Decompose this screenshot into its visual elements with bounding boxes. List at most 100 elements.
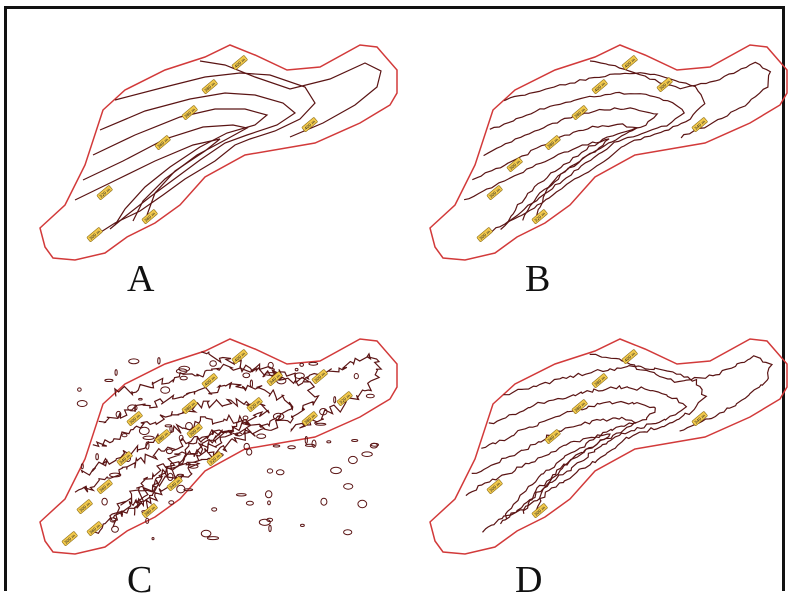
contour-blob xyxy=(169,425,173,432)
panel-label-d: D xyxy=(515,559,543,601)
contour-blob xyxy=(128,358,140,365)
contour-blob xyxy=(80,463,84,470)
contour-line-3 xyxy=(92,397,270,522)
elevation-label: 300 m xyxy=(486,479,503,494)
contour-blob xyxy=(299,362,305,367)
elevation-label: 400 m xyxy=(231,349,248,364)
contour-blob xyxy=(111,525,119,533)
contour-blob xyxy=(353,373,359,380)
contour-blob xyxy=(167,472,174,481)
panel-label-b: B xyxy=(525,258,551,300)
contour-blob xyxy=(187,464,199,469)
contour-line-1 xyxy=(482,364,708,533)
elevation-label: 380 m xyxy=(181,105,198,120)
contour-blob xyxy=(272,444,281,448)
map-panel-c: 400 m 400 m 380 m 380 m 380 m 380 m 360 m 360 m… xyxy=(15,309,405,601)
contour-blob xyxy=(343,529,353,536)
elevation-label: 300 m xyxy=(476,227,493,242)
contour-line-6 xyxy=(589,60,772,139)
contour-blob xyxy=(115,410,122,418)
contour-blob xyxy=(138,397,143,401)
contour-blob xyxy=(109,517,117,523)
elevation-label: 360 m xyxy=(141,209,158,224)
contour-blob xyxy=(266,468,274,474)
contour-blob xyxy=(145,441,150,450)
contour-blob xyxy=(178,434,184,442)
contour-blob xyxy=(300,523,305,527)
map-panel-d: 400 m 380 m 380 m 360 m 340 m 300 m 300 m D xyxy=(405,309,794,601)
contour-blob xyxy=(320,497,328,506)
contour-blob xyxy=(256,433,267,439)
contour-line-2 xyxy=(489,91,686,230)
contour-blob xyxy=(242,372,251,379)
contour-blob xyxy=(351,439,359,442)
contour-blob xyxy=(343,483,354,490)
contour-blob xyxy=(304,443,316,447)
elevation-label: 300 m xyxy=(61,531,78,546)
contour-blob xyxy=(330,466,342,475)
catchment-outline xyxy=(429,44,788,261)
contour-line-6 xyxy=(199,60,382,138)
contour-line-6 xyxy=(200,351,383,433)
contour-blob xyxy=(235,493,247,497)
elevation-label: 400 m xyxy=(621,349,638,364)
elevation-label: 380 m xyxy=(201,79,218,94)
contour-line-1 xyxy=(89,362,320,535)
contour-line-5 xyxy=(74,428,224,513)
contour-blob xyxy=(142,435,155,441)
contour-blob xyxy=(200,529,212,538)
contour-blob xyxy=(160,386,171,394)
contour-blob xyxy=(104,378,114,383)
contour-line-1 xyxy=(482,72,706,239)
contour-line-2 xyxy=(99,92,297,230)
panel-label-c: C xyxy=(127,559,153,601)
contour-blob xyxy=(268,524,272,533)
contour-blob xyxy=(357,499,368,509)
contour-blob xyxy=(138,426,150,436)
contour-blob xyxy=(315,422,327,426)
contour-line-1 xyxy=(92,72,316,238)
contour-blob xyxy=(267,361,274,369)
contour-blob xyxy=(168,500,175,505)
catchment-outline xyxy=(429,338,788,555)
contour-blob xyxy=(365,393,375,399)
catchment-outline xyxy=(39,44,398,261)
elevation-label: 300 m xyxy=(486,185,503,200)
contour-line-5 xyxy=(74,138,221,216)
elevation-label: 380 m xyxy=(591,373,608,388)
contour-blob xyxy=(287,445,296,450)
contour-blob xyxy=(246,448,253,456)
contour-blob xyxy=(311,439,317,448)
contour-line-3 xyxy=(481,400,656,519)
contour-blob xyxy=(258,518,271,526)
contour-blob xyxy=(185,422,193,431)
contour-blob xyxy=(127,404,138,412)
contour-blob xyxy=(308,361,319,366)
elevation-label: 300 m xyxy=(86,227,103,242)
elevation-label: 400 m xyxy=(231,55,248,70)
contour-blob xyxy=(206,536,220,541)
contour-blob xyxy=(245,500,254,506)
contour-blob xyxy=(101,497,108,506)
figure-frame: 400 m 380 m 380 m 360 m 400 m 360 m 320 m 300 m… xyxy=(4,6,788,599)
elevation-label: 320 m xyxy=(531,209,548,224)
contour-blob xyxy=(348,455,358,465)
contour-blob xyxy=(151,537,155,541)
contour-blob xyxy=(175,368,188,375)
contour-line-4 xyxy=(472,123,640,221)
contour-blob xyxy=(209,360,217,367)
contour-blob xyxy=(179,375,188,381)
contour-blob xyxy=(326,440,332,444)
contour-line-3 xyxy=(92,108,269,226)
contour-blob xyxy=(234,432,243,437)
elevation-label: 400 m xyxy=(301,117,318,132)
contour-line-4 xyxy=(82,124,249,222)
elevation-label: 360 m xyxy=(96,479,113,494)
contour-blob xyxy=(369,442,378,449)
catchment-outline xyxy=(39,338,398,555)
elevation-label: 400 m xyxy=(591,79,608,94)
elevation-label: 400 m xyxy=(621,55,638,70)
